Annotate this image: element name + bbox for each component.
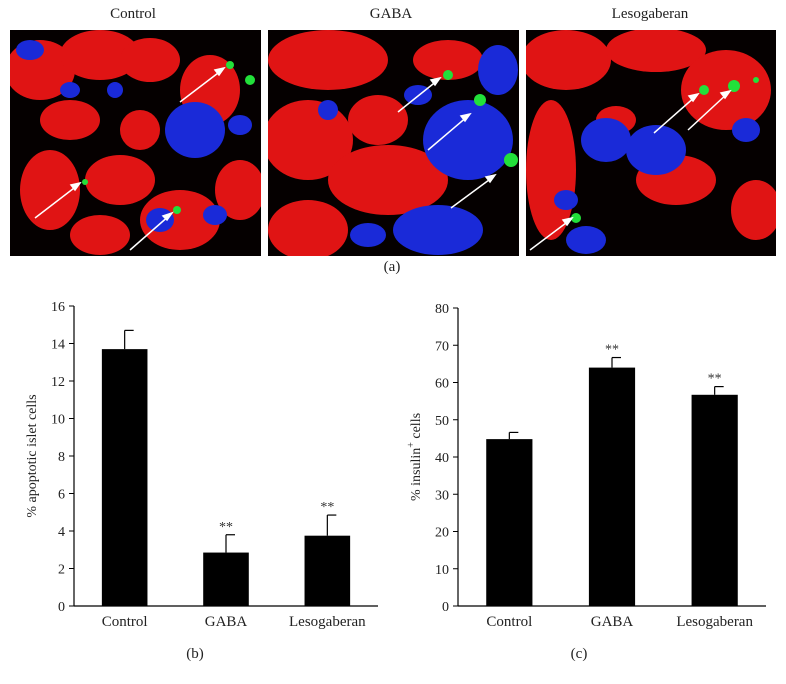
significance-label: ** — [219, 520, 233, 535]
y-tick-label: 50 — [435, 414, 449, 429]
x-tick-label: GABA — [591, 614, 634, 630]
y-tick-label: 4 — [58, 525, 65, 540]
y-tick-label: 70 — [435, 339, 449, 354]
y-tick-label: 10 — [435, 563, 449, 578]
micrograph-control — [10, 30, 261, 256]
y-tick-label: 40 — [435, 451, 449, 466]
y-tick-label: 16 — [51, 300, 65, 315]
y-tick-label: 30 — [435, 488, 449, 503]
significance-label: ** — [320, 500, 334, 515]
x-tick-label: Control — [102, 614, 148, 630]
y-tick-label: 0 — [442, 600, 449, 615]
y-tick-label: 10 — [51, 413, 65, 428]
y-tick-label: 2 — [58, 563, 65, 578]
y-tick-label: 20 — [435, 526, 449, 541]
y-axis-label: % apoptotic islet cells — [25, 394, 40, 517]
y-tick-label: 60 — [435, 377, 449, 392]
bar-lesogaberan — [691, 394, 738, 606]
panel-label-a: (a) — [383, 259, 401, 275]
x-tick-label: GABA — [205, 614, 248, 630]
bar-lesogaberan — [304, 535, 351, 606]
bar-control — [486, 439, 533, 606]
micrograph-title-gaba: GABA — [369, 6, 413, 22]
y-tick-label: 8 — [58, 450, 65, 465]
x-tick-label: Lesogaberan — [676, 614, 753, 630]
y-tick-label: 12 — [51, 375, 65, 390]
significance-label: ** — [708, 372, 722, 387]
y-tick-label: 0 — [58, 600, 65, 615]
y-axis-label: % insulin+ cells — [406, 413, 424, 501]
micrograph-title-lesogaberan: Lesogaberan — [611, 6, 689, 22]
micrograph-lesogaberan — [526, 30, 776, 256]
micrograph-title-control: Control — [110, 6, 156, 22]
y-tick-label: 80 — [435, 302, 449, 317]
micrograph-gaba — [268, 30, 519, 256]
insulin-chart: 0 10 20 30 40 50 60 70 80 % insulin+ cells Control… — [406, 302, 766, 630]
bar-control — [101, 349, 148, 606]
y-tick-label: 6 — [58, 488, 65, 503]
apoptotic-chart: 0 2 4 6 8 10 12 14 16 % apoptotic islet cells Cont… — [25, 300, 378, 630]
x-tick-label: Lesogaberan — [289, 614, 366, 630]
x-tick-label: Control — [486, 614, 532, 630]
y-tick-label: 14 — [51, 338, 65, 353]
panel-label-b: (b) — [186, 646, 204, 662]
significance-label: ** — [605, 343, 619, 358]
bar-gaba — [203, 552, 249, 606]
bar-gaba — [588, 367, 636, 606]
panel-label-c: (c) — [570, 646, 588, 662]
